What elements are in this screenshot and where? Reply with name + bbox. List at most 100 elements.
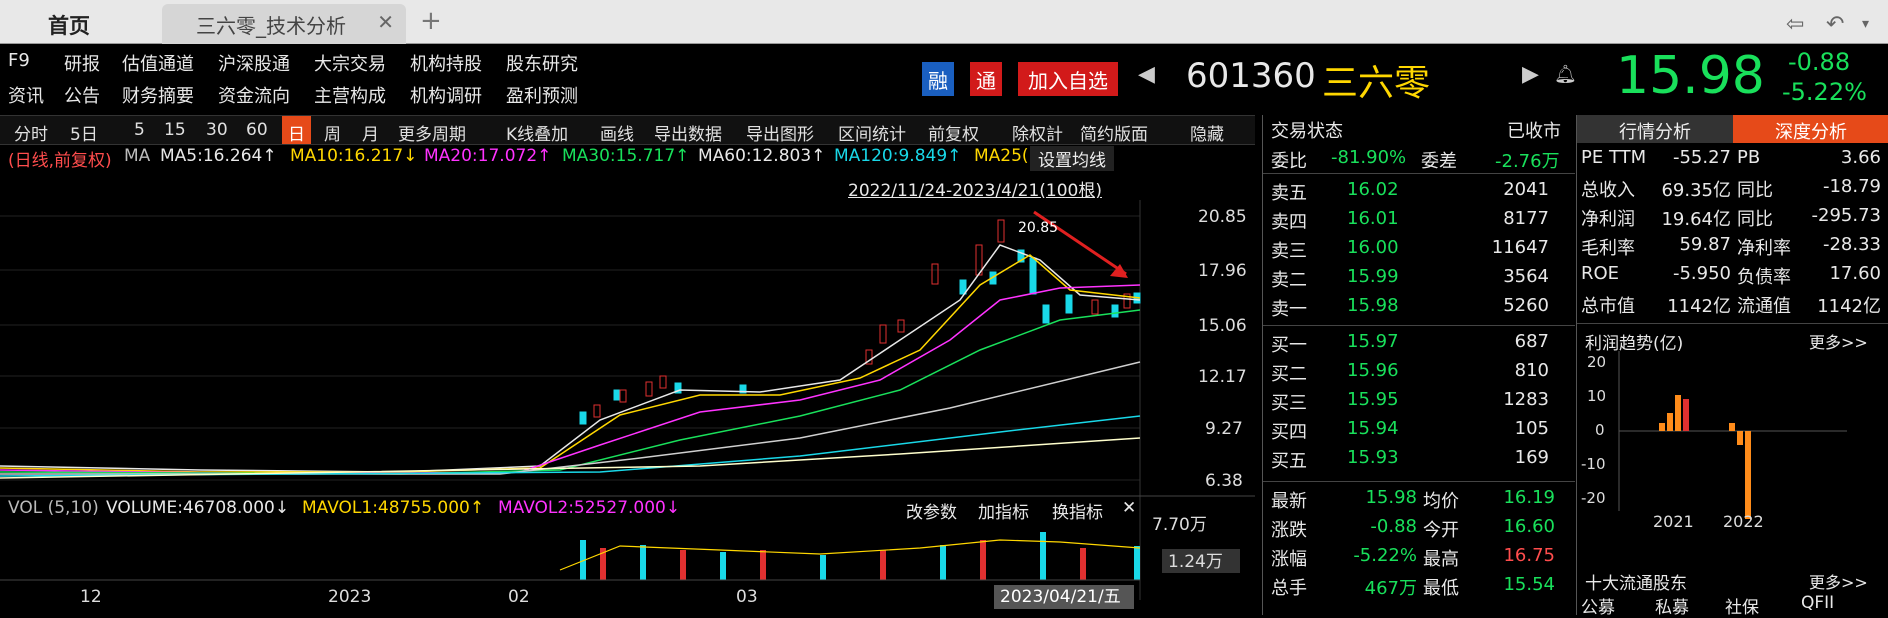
- ask-price: 16.01: [1347, 208, 1399, 229]
- btn-range-stats[interactable]: 区间统计: [838, 125, 906, 145]
- trend-arrow: [1033, 210, 1127, 276]
- bell-icon[interactable]: 🔔︎: [1554, 64, 1577, 85]
- nav-block-trade[interactable]: 大宗交易: [314, 54, 386, 75]
- nav-f9[interactable]: F9: [8, 50, 30, 71]
- nav-finance[interactable]: 财务摘要: [122, 86, 194, 107]
- nav-hkconnect[interactable]: 沪深股通: [218, 54, 290, 75]
- holder-tab-private[interactable]: 私募: [1655, 598, 1689, 618]
- back-arrow-icon[interactable]: ⇦: [1786, 12, 1805, 37]
- holder-tab-social[interactable]: 社保: [1725, 598, 1759, 618]
- fund-value: -18.79: [1822, 176, 1881, 197]
- stat-value: 16.75: [1503, 545, 1555, 566]
- margin-badge[interactable]: 融: [922, 62, 954, 96]
- order-book-panel: 交易状态 已收市 委比 -81.90% 委差 -2.76万 卖五 16.02 204…: [1262, 115, 1575, 615]
- add-watchlist-button[interactable]: 加入自选: [1018, 62, 1118, 96]
- next-stock-icon[interactable]: ▶: [1522, 62, 1539, 87]
- tab-technical-analysis[interactable]: 三六零_技术分析 ✕: [162, 4, 406, 44]
- ask-volume: 3564: [1503, 266, 1549, 287]
- btn-simple-layout[interactable]: 简约版面: [1080, 125, 1148, 145]
- ma250-value: MA25(: [974, 146, 1029, 166]
- ma5-value: MA5:16.264↑: [160, 146, 277, 166]
- undo-icon[interactable]: ↶: [1826, 12, 1845, 37]
- close-icon[interactable]: ✕: [377, 10, 394, 34]
- tab-bar: 首页 三六零_技术分析 ✕ + ⇦ ↶ ▾: [0, 0, 1888, 44]
- holders-more-link[interactable]: 更多>>: [1809, 573, 1868, 592]
- fund-label: 毛利率: [1581, 238, 1635, 259]
- btn-15min[interactable]: 15: [164, 120, 186, 140]
- btn-draw[interactable]: 画线: [600, 125, 634, 145]
- nav-valuation[interactable]: 估值通道: [122, 54, 194, 75]
- swap-indicator-button[interactable]: 换指标: [1052, 503, 1103, 523]
- nav-research[interactable]: 研报: [64, 54, 100, 75]
- stat-label: 总手: [1271, 578, 1307, 599]
- btn-5min[interactable]: 5: [134, 120, 145, 140]
- btn-more-period[interactable]: 更多周期: [398, 125, 466, 145]
- x-tick: 02: [508, 587, 530, 607]
- nav-holder-research[interactable]: 股东研究: [506, 54, 578, 75]
- price-axis: 20.85 17.96 15.06 12.17 9.27 6.38: [1198, 207, 1247, 491]
- kline-chart[interactable]: 20.85 20.85 17.96 15.06 12.17 9.27 6.38 …: [0, 200, 1255, 615]
- btn-export-image[interactable]: 导出图形: [746, 125, 814, 145]
- tab-market-analysis[interactable]: 行情分析: [1577, 115, 1733, 143]
- bid-price: 15.97: [1347, 331, 1399, 352]
- period-label: (日线,前复权): [8, 151, 112, 171]
- x-axis: 12 2023 02 03: [80, 587, 758, 607]
- nav-notice[interactable]: 公告: [64, 86, 100, 107]
- stock-name: 三六零: [1322, 63, 1431, 104]
- fund-label: 同比: [1737, 209, 1773, 230]
- nav-fund-flow[interactable]: 资金流向: [218, 86, 290, 107]
- holder-tab-qfii[interactable]: QFII: [1801, 593, 1835, 613]
- fund-value: 1142亿: [1817, 296, 1881, 317]
- tab-home[interactable]: 首页: [48, 14, 90, 38]
- nav-survey[interactable]: 机构调研: [410, 86, 482, 107]
- last-price: 15.98: [1616, 46, 1765, 106]
- btn-monthly[interactable]: 月: [362, 125, 379, 145]
- btn-60min[interactable]: 60: [246, 120, 268, 140]
- nav-forecast[interactable]: 盈利预测: [506, 86, 578, 107]
- more-link[interactable]: 更多>>: [1809, 333, 1868, 352]
- btn-30min[interactable]: 30: [206, 120, 228, 140]
- mavol2-value: MAVOL2:52527.000↓: [498, 498, 681, 518]
- holder-tab-public[interactable]: 公募: [1581, 598, 1615, 618]
- nav-news[interactable]: 资讯: [8, 86, 44, 107]
- price-tick: 20.85: [1198, 207, 1247, 227]
- bid-volume: 687: [1514, 331, 1549, 352]
- btn-overlay[interactable]: K线叠加: [506, 125, 569, 145]
- nav-inst-hold[interactable]: 机构持股: [410, 54, 482, 75]
- tab-deep-analysis[interactable]: 深度分析: [1733, 115, 1888, 143]
- btn-fwd-adjust[interactable]: 前复权: [928, 125, 979, 145]
- stat-value: 15.98: [1365, 487, 1417, 508]
- add-tab-icon[interactable]: +: [420, 6, 442, 36]
- change-params-button[interactable]: 改参数: [906, 503, 957, 523]
- bid-price: 15.94: [1347, 418, 1399, 439]
- connect-badge[interactable]: 通: [970, 62, 1002, 96]
- close-icon[interactable]: ✕: [1122, 498, 1137, 518]
- prev-stock-icon[interactable]: ◀: [1138, 62, 1155, 87]
- nav-business[interactable]: 主营构成: [314, 86, 386, 107]
- btn-hide[interactable]: 隐藏: [1190, 125, 1224, 145]
- svg-text:-20: -20: [1581, 489, 1606, 507]
- stat-value: 467万: [1364, 578, 1417, 599]
- btn-daily[interactable]: 日: [282, 116, 311, 145]
- ma20-value: MA20:17.072↑: [424, 146, 552, 166]
- btn-export-data[interactable]: 导出数据: [654, 125, 722, 145]
- fund-value: 1142亿: [1667, 296, 1731, 317]
- svg-text:2021: 2021: [1653, 512, 1694, 531]
- fund-value: -5.950: [1672, 263, 1731, 284]
- stat-label: 涨幅: [1271, 549, 1307, 570]
- cursor-date: 2023/04/21/五: [1000, 587, 1121, 607]
- btn-weekly[interactable]: 周: [324, 125, 341, 145]
- dropdown-icon[interactable]: ▾: [1862, 16, 1870, 32]
- x-tick: 12: [80, 587, 102, 607]
- fund-value: -295.73: [1811, 205, 1881, 226]
- price-tick: 9.27: [1205, 419, 1243, 439]
- add-indicator-button[interactable]: 加指标: [978, 503, 1029, 523]
- fund-label: 净利率: [1737, 238, 1791, 259]
- bid-volume: 105: [1514, 418, 1549, 439]
- ma-settings-button[interactable]: 设置均线: [1030, 146, 1114, 171]
- btn-5day[interactable]: 5日: [70, 125, 98, 145]
- mavol1-value: MAVOL1:48755.000↑: [302, 498, 485, 518]
- btn-intraday[interactable]: 分时: [14, 125, 48, 145]
- btn-ex-rights[interactable]: 除权計: [1012, 125, 1063, 145]
- bid-volume: 810: [1514, 360, 1549, 381]
